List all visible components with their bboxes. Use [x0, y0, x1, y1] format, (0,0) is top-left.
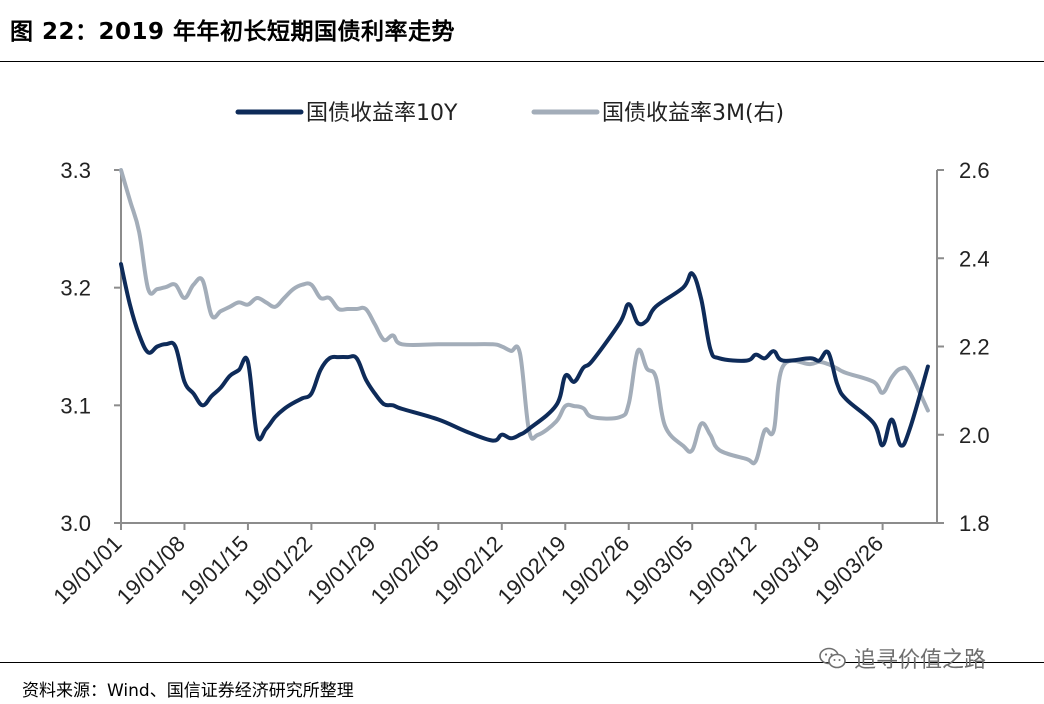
left-y-tick-label: 3.3 — [60, 158, 91, 183]
left-y-tick-label: 3.0 — [60, 511, 91, 536]
legend-label-10y: 国债收益率10Y — [306, 101, 458, 126]
title-divider — [0, 61, 1044, 62]
x-tick-label: 19/02/12 — [429, 531, 507, 609]
x-tick-label: 19/03/05 — [620, 531, 698, 609]
x-tick-label: 19/01/29 — [302, 531, 380, 609]
watermark-text: 追寻价值之路 — [854, 648, 987, 673]
right-y-tick-label: 2.2 — [959, 335, 990, 360]
left-y-tick-label: 3.2 — [60, 276, 91, 301]
source-divider — [0, 662, 1044, 663]
x-tick-label: 19/03/12 — [683, 531, 761, 609]
chart-axes: 3.03.13.23.31.82.02.22.42.619/01/0119/01… — [48, 158, 989, 609]
x-tick-label: 19/01/01 — [48, 531, 126, 609]
x-tick-label: 19/03/26 — [810, 531, 888, 609]
right-y-tick-label: 1.8 — [959, 511, 990, 536]
wechat-icon — [819, 647, 846, 669]
chart-legend: 国债收益率10Y 国债收益率3M(右) — [235, 101, 784, 126]
right-y-tick-label: 2.0 — [959, 423, 990, 448]
x-tick-label: 19/03/19 — [746, 531, 824, 609]
series-line-10y — [119, 262, 930, 448]
source-note: 资料来源：Wind、国信证券经济研究所整理 — [22, 681, 354, 701]
chart-series — [119, 168, 930, 466]
x-tick-label: 19/02/05 — [366, 531, 444, 609]
right-y-tick-label: 2.6 — [959, 158, 990, 183]
left-y-tick-label: 3.1 — [60, 393, 91, 418]
x-tick-label: 19/02/26 — [556, 531, 634, 609]
x-tick-label: 19/01/08 — [112, 531, 190, 609]
legend-label-3m: 国债收益率3M(右) — [602, 101, 784, 126]
figure-title: 图 22：2019 年年初长短期国债利率走势 — [10, 19, 456, 45]
series-line-3m — [119, 168, 930, 466]
x-tick-label: 19/01/15 — [175, 531, 253, 609]
x-tick-label: 19/01/22 — [239, 531, 317, 609]
watermark: 追寻价值之路 — [818, 642, 986, 674]
x-tick-label: 19/02/19 — [493, 531, 571, 609]
right-y-tick-label: 2.4 — [959, 246, 990, 271]
